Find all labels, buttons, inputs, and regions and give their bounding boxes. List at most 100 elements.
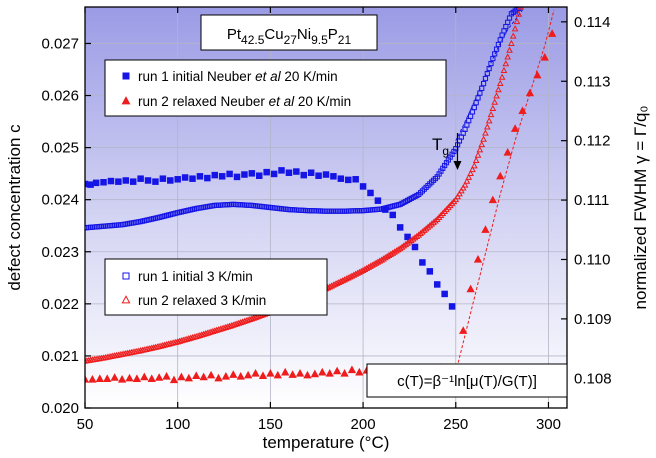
data-point — [152, 178, 159, 185]
data-point — [256, 172, 263, 179]
data-point — [476, 146, 484, 153]
tg-arrow-head — [453, 161, 462, 170]
data-point — [95, 374, 104, 382]
legend-label: run 1 initial Neuber et al 20 K/min — [138, 69, 338, 84]
x-tick-label: 250 — [443, 416, 468, 433]
data-point — [273, 370, 282, 379]
data-point — [470, 162, 478, 169]
data-point — [155, 373, 164, 381]
data-point — [218, 173, 226, 180]
data-point — [337, 175, 345, 182]
y-tick-label-left: 0.020 — [41, 400, 79, 417]
plot-frame — [84, 6, 568, 409]
data-point — [117, 374, 127, 383]
labels: 50 100 150 200 250 300 0.020 0.021 0.022 0.023 0.0… — [5, 14, 650, 452]
data-point — [87, 181, 94, 188]
title-part: P — [328, 26, 338, 43]
data-point — [506, 46, 513, 53]
data-point — [278, 167, 285, 174]
data-point — [504, 53, 512, 60]
data-point — [352, 176, 359, 183]
x-tick-label: 150 — [258, 416, 283, 433]
legend-marker — [121, 295, 131, 304]
data-point — [258, 371, 268, 380]
data-point — [285, 169, 293, 176]
y-tick-label-right: 0.114 — [574, 14, 610, 31]
data-point — [478, 140, 486, 148]
data-point — [481, 225, 490, 233]
data-point — [488, 60, 494, 67]
data-point — [236, 372, 245, 380]
data-point — [473, 254, 483, 263]
data-point — [422, 225, 430, 232]
data-point — [177, 372, 186, 381]
data-point — [482, 75, 489, 82]
y-tick-label-right: 0.113 — [574, 73, 610, 90]
data-point — [199, 372, 208, 381]
data-point — [303, 370, 312, 379]
x-tick-label: 100 — [165, 416, 190, 433]
data-point — [515, 10, 523, 17]
y-tick-label-left: 0.027 — [41, 35, 79, 52]
data-point — [183, 335, 191, 342]
data-point — [307, 169, 315, 176]
data-point — [467, 169, 474, 177]
data-point — [472, 156, 480, 164]
data-point — [229, 370, 238, 378]
data-point — [281, 367, 290, 376]
data-point — [448, 303, 456, 310]
data-point — [162, 372, 171, 380]
data-point — [469, 165, 476, 173]
data-point — [426, 222, 434, 229]
data-point — [330, 173, 337, 180]
series-0 — [85, 167, 456, 310]
data-point — [417, 229, 424, 237]
data-point — [465, 173, 473, 180]
x-axis-label: temperature (°C) — [263, 433, 390, 452]
title-part: Cu — [264, 26, 283, 43]
data-point — [288, 370, 297, 378]
data-point — [475, 95, 481, 101]
tg-subscript: g — [442, 144, 449, 158]
data-point — [484, 70, 490, 77]
data-point — [540, 52, 549, 61]
data-point — [482, 129, 489, 136]
data-point — [389, 211, 396, 219]
data-point — [461, 181, 469, 188]
data-point — [176, 337, 183, 344]
data-point — [454, 193, 461, 200]
data-point — [411, 243, 419, 251]
data-point — [433, 281, 441, 288]
y-tick-label-right: 0.112 — [574, 133, 610, 150]
data-point — [189, 334, 196, 341]
data-point — [129, 178, 137, 185]
data-point — [463, 177, 471, 184]
data-point — [174, 176, 181, 183]
title-part: Pt — [227, 26, 242, 43]
data-point — [88, 374, 97, 383]
data-point — [144, 177, 152, 184]
data-point — [185, 335, 193, 342]
data-point — [110, 373, 119, 381]
data-point — [85, 374, 90, 383]
formula-text: c(T)=β⁻¹ln[μ(T)/G(T)] — [397, 373, 537, 390]
data-point — [122, 177, 130, 184]
data-point — [293, 168, 300, 175]
y-tick-label-left: 0.026 — [41, 88, 79, 105]
data-point — [196, 173, 204, 180]
data-point — [251, 369, 260, 377]
data-point — [495, 86, 502, 93]
data-point — [85, 357, 89, 364]
data-point — [496, 171, 505, 180]
fit-line-red — [455, 9, 555, 373]
data-point — [459, 326, 468, 334]
data-point — [419, 228, 426, 235]
data-point — [517, 7, 525, 10]
y-tick-label-left: 0.022 — [41, 296, 79, 313]
data-point — [477, 90, 483, 96]
data-point — [140, 372, 149, 381]
y-tick-label-left: 0.025 — [41, 140, 79, 157]
data-point — [480, 80, 487, 87]
data-point — [516, 7, 522, 11]
data-point — [211, 171, 219, 179]
